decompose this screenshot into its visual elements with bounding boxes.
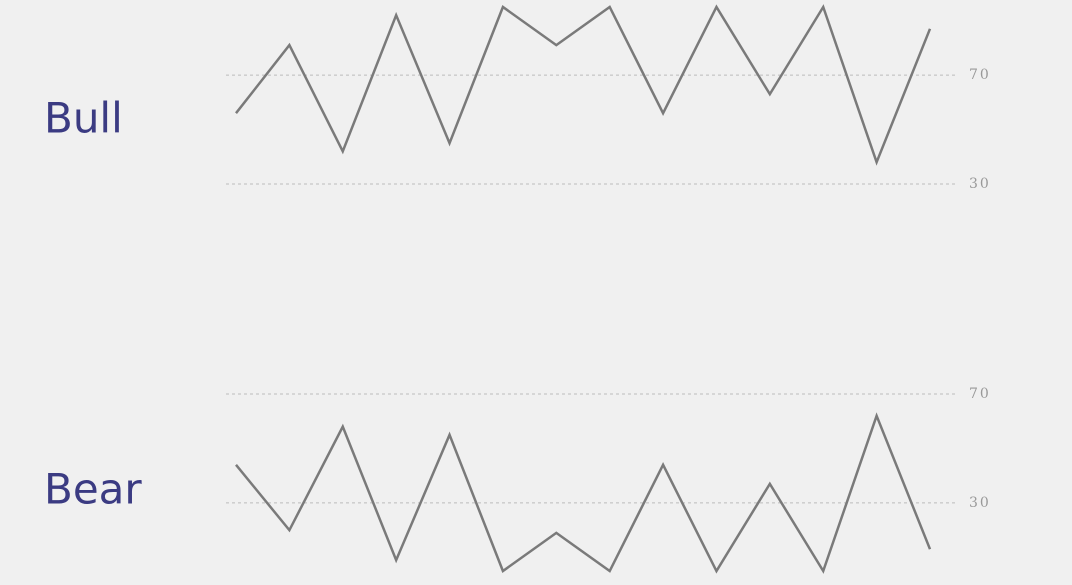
y-tick-label: 30 [969,176,991,192]
chart-title: Bear [44,465,142,514]
y-tick-label: 70 [969,67,991,83]
line [235,4,932,166]
y-tick-label: 30 [969,495,991,511]
line [235,412,932,574]
y-tick-label: 70 [969,386,991,402]
chart-title: Bull [44,94,123,143]
